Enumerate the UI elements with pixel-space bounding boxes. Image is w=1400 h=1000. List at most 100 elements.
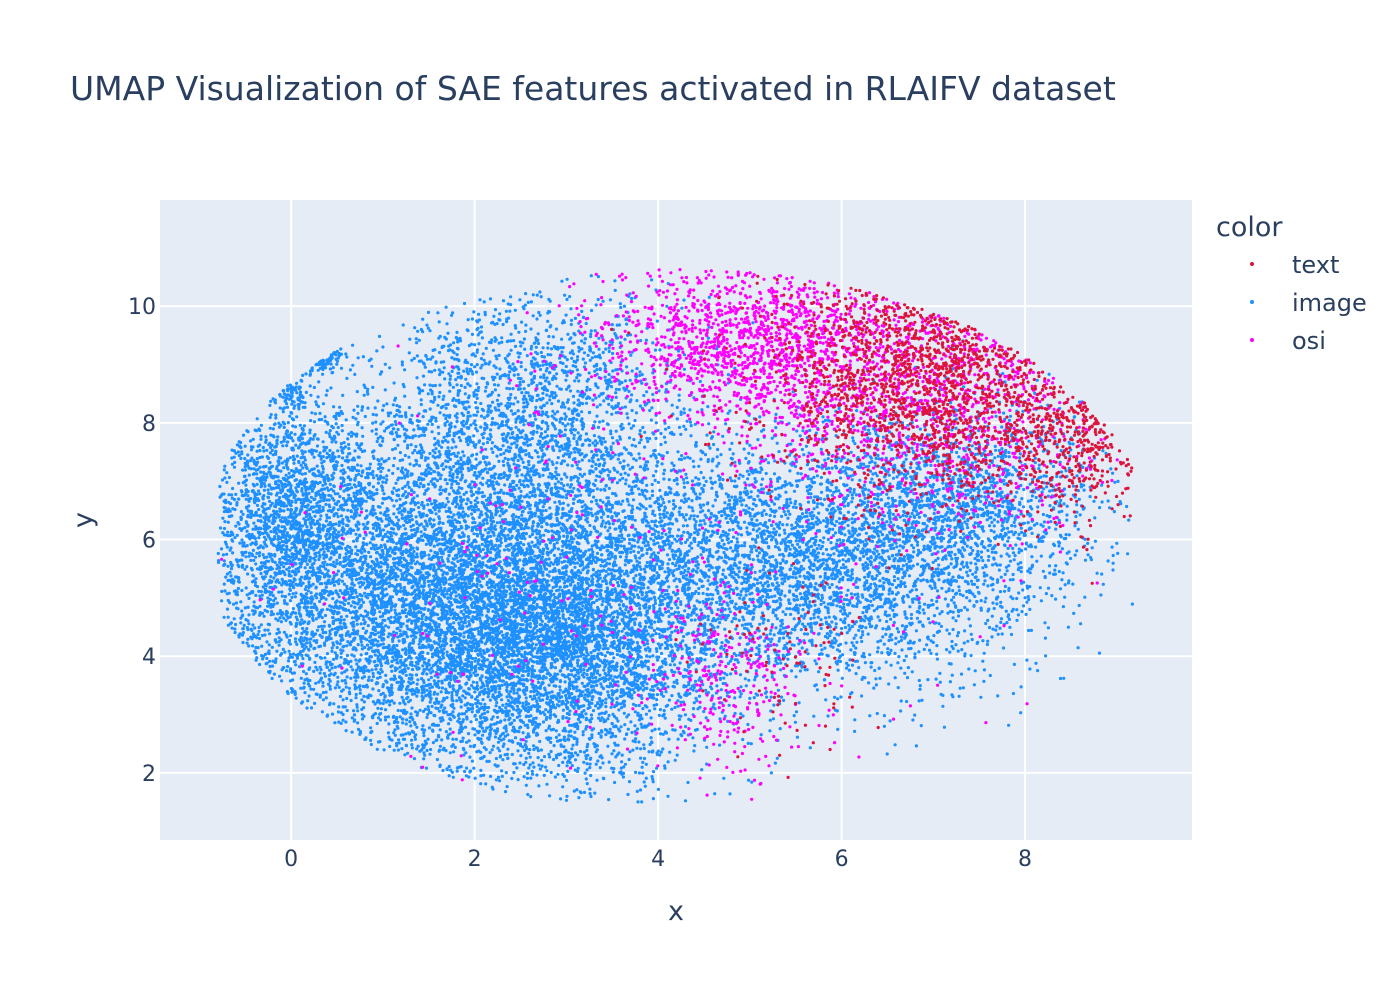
- point-image: [470, 512, 474, 516]
- point-image: [498, 514, 502, 518]
- point-image: [659, 750, 664, 754]
- point-image: [234, 601, 238, 605]
- point-image: [286, 665, 290, 669]
- point-image: [362, 694, 366, 699]
- point-image: [414, 673, 419, 677]
- point-image: [474, 701, 478, 706]
- point-image: [471, 516, 475, 520]
- point-image: [516, 458, 520, 463]
- point-image: [437, 509, 441, 513]
- point-image: [321, 684, 325, 688]
- point-image: [403, 647, 407, 651]
- point-image: [359, 653, 363, 657]
- point-image: [394, 578, 398, 582]
- point-image: [475, 695, 479, 699]
- point-image: [482, 773, 486, 777]
- point-image: [301, 656, 305, 661]
- point-image: [451, 501, 455, 506]
- point-image: [386, 635, 390, 639]
- point-image: [637, 452, 641, 456]
- point-image: [343, 705, 347, 709]
- point-image: [410, 743, 414, 747]
- point-image: [295, 642, 299, 647]
- point-image: [287, 649, 291, 653]
- point-image: [615, 615, 620, 619]
- point-image: [425, 672, 429, 676]
- point-image: [624, 605, 629, 609]
- point-image: [530, 494, 535, 498]
- point-image: [458, 520, 462, 525]
- point-image: [502, 598, 506, 602]
- point-image: [527, 463, 531, 467]
- point-image: [540, 681, 544, 685]
- point-image: [280, 679, 284, 683]
- point-image: [318, 575, 322, 579]
- point-image: [280, 590, 284, 594]
- point-image: [563, 428, 568, 432]
- point-image: [595, 748, 599, 752]
- point-image: [331, 597, 335, 601]
- point-image: [509, 689, 513, 694]
- point-image: [497, 482, 501, 486]
- point-image: [242, 623, 246, 628]
- point-image: [545, 769, 549, 773]
- point-image: [459, 439, 463, 443]
- point-image: [254, 593, 258, 598]
- point-image: [521, 509, 525, 513]
- point-image: [389, 534, 394, 538]
- point-image: [557, 533, 561, 538]
- point-image: [473, 733, 477, 737]
- point-image: [440, 568, 444, 572]
- point-image: [494, 731, 498, 736]
- point-image: [344, 608, 348, 612]
- point-image: [294, 663, 298, 667]
- point-image: [627, 484, 631, 488]
- point-image: [359, 491, 363, 496]
- data-points: [216, 268, 1134, 804]
- point-image: [355, 703, 359, 707]
- point-image: [319, 624, 323, 628]
- point-image: [416, 678, 420, 682]
- point-image: [592, 573, 596, 577]
- point-image: [399, 569, 403, 573]
- point-image: [287, 640, 291, 645]
- point-image: [435, 590, 439, 594]
- point-image: [394, 499, 399, 503]
- point-image: [220, 599, 224, 603]
- point-image: [477, 487, 481, 491]
- point-image: [598, 403, 602, 407]
- point-image: [439, 586, 443, 590]
- point-image: [335, 558, 339, 562]
- point-image: [392, 531, 396, 535]
- point-image: [354, 692, 358, 697]
- point-image: [396, 443, 400, 447]
- point-image: [375, 474, 379, 478]
- point-image: [406, 751, 410, 755]
- point-image: [231, 486, 235, 491]
- point-image: [525, 771, 530, 775]
- point-image: [522, 543, 526, 547]
- point-image: [585, 768, 589, 772]
- point-image: [483, 528, 487, 532]
- point-image: [479, 549, 483, 554]
- point-image: [427, 482, 431, 486]
- point-image: [283, 650, 287, 654]
- point-image: [381, 528, 385, 532]
- point-image: [625, 492, 629, 496]
- point-image: [330, 649, 334, 653]
- point-image: [398, 715, 402, 719]
- point-image: [510, 776, 514, 781]
- point-image: [477, 560, 482, 564]
- point-image: [502, 742, 506, 746]
- point-image: [455, 655, 459, 659]
- point-image: [225, 545, 229, 549]
- point-image: [407, 455, 411, 459]
- point-image: [421, 374, 426, 378]
- point-image: [370, 668, 374, 672]
- point-image: [234, 524, 238, 528]
- point-image: [227, 591, 231, 595]
- point-image: [265, 656, 269, 661]
- point-image: [454, 505, 458, 509]
- point-image: [314, 571, 318, 575]
- point-image: [606, 744, 610, 748]
